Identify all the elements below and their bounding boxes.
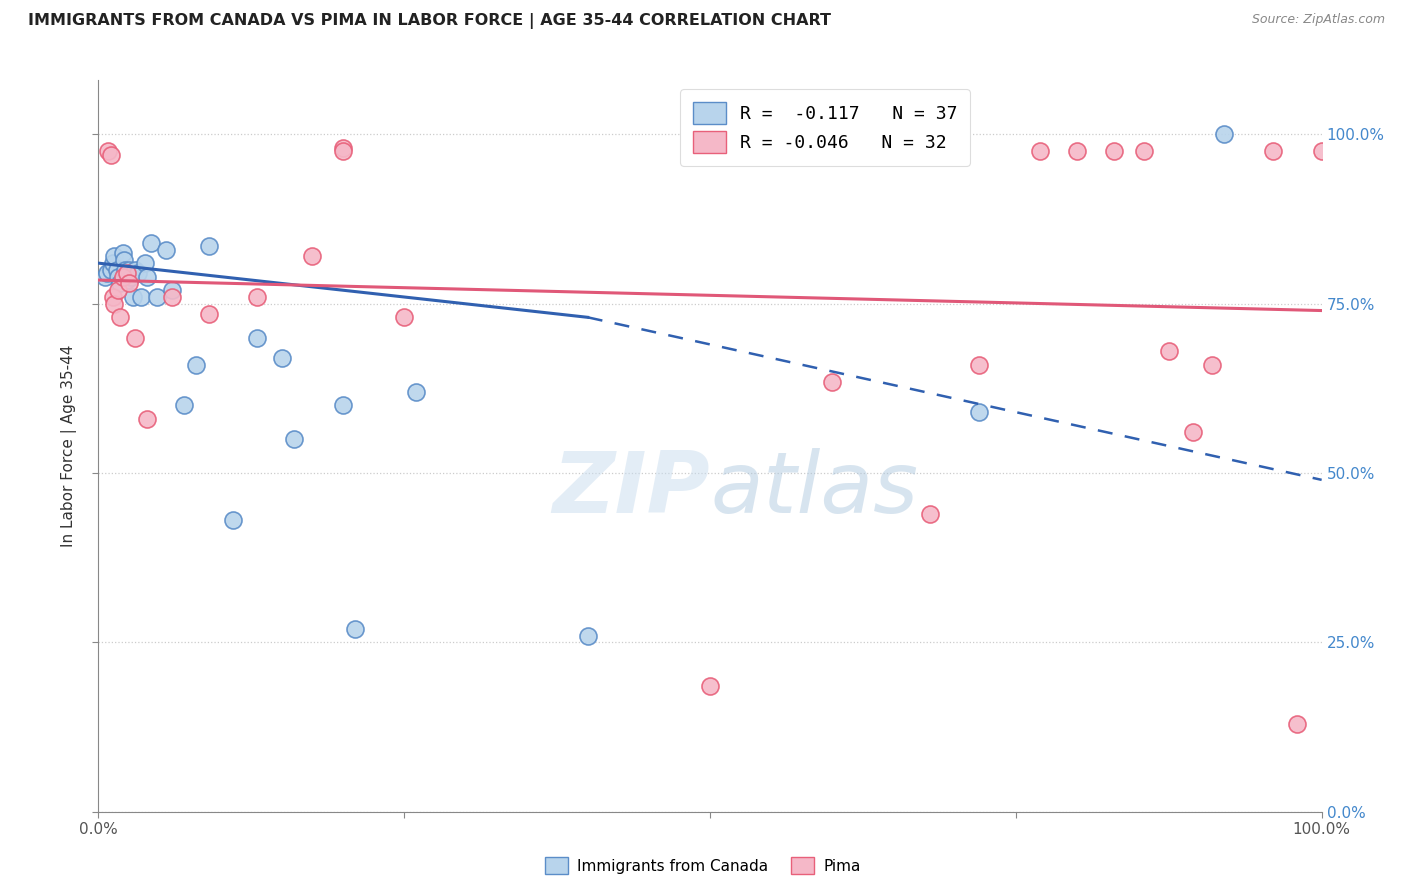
Point	[1261, 145, 1284, 159]
Point	[129, 290, 152, 304]
Point	[1182, 425, 1205, 440]
Point	[97, 145, 120, 159]
Point	[1201, 358, 1223, 372]
Point	[392, 310, 416, 325]
Point	[576, 629, 599, 643]
Point	[332, 398, 354, 412]
Point	[173, 398, 195, 412]
Point	[112, 252, 135, 267]
Point	[405, 384, 427, 399]
Point	[110, 310, 132, 325]
Point	[139, 235, 162, 250]
Point	[120, 269, 142, 284]
Point	[197, 307, 219, 321]
Point	[101, 256, 124, 270]
Point	[301, 249, 323, 263]
Point	[107, 283, 129, 297]
Point	[100, 263, 122, 277]
Point	[155, 243, 177, 257]
Point	[160, 290, 183, 304]
Point	[103, 249, 125, 263]
Point	[96, 266, 118, 280]
Point	[270, 351, 294, 365]
Point	[246, 290, 269, 304]
Text: atlas: atlas	[710, 449, 918, 532]
Legend: R =  -0.117   N = 37, R = -0.046   N = 32: R = -0.117 N = 37, R = -0.046 N = 32	[681, 89, 970, 166]
Point	[1133, 145, 1156, 159]
Point	[1310, 145, 1333, 159]
Point	[124, 263, 146, 277]
Text: Source: ZipAtlas.com: Source: ZipAtlas.com	[1251, 13, 1385, 27]
Point	[967, 358, 990, 372]
Point	[111, 269, 134, 284]
Point	[967, 405, 990, 419]
Point	[1102, 145, 1125, 159]
Point	[111, 246, 134, 260]
Point	[101, 290, 124, 304]
Point	[920, 507, 942, 521]
Point	[114, 263, 136, 277]
Point	[821, 375, 844, 389]
Point	[1066, 145, 1088, 159]
Point	[93, 269, 115, 284]
Point	[118, 263, 141, 277]
Point	[246, 331, 269, 345]
Point	[134, 256, 156, 270]
Point	[160, 283, 183, 297]
Point	[118, 277, 141, 291]
Point	[699, 680, 721, 694]
Point	[136, 269, 159, 284]
Point	[186, 358, 208, 372]
Text: ZIP: ZIP	[553, 449, 710, 532]
Point	[197, 239, 219, 253]
Point	[127, 266, 149, 280]
Point	[1157, 344, 1180, 359]
Point	[332, 145, 354, 159]
Point	[1029, 145, 1052, 159]
Point	[103, 297, 125, 311]
Point	[1286, 716, 1309, 731]
Y-axis label: In Labor Force | Age 35-44: In Labor Force | Age 35-44	[60, 345, 77, 547]
Point	[110, 277, 132, 291]
Text: IMMIGRANTS FROM CANADA VS PIMA IN LABOR FORCE | AGE 35-44 CORRELATION CHART: IMMIGRANTS FROM CANADA VS PIMA IN LABOR …	[28, 13, 831, 29]
Point	[222, 514, 245, 528]
Point	[124, 331, 146, 345]
Point	[100, 148, 122, 162]
Point	[283, 432, 305, 446]
Point	[136, 412, 159, 426]
Point	[344, 622, 367, 636]
Point	[107, 269, 129, 284]
Point	[115, 273, 138, 287]
Point	[115, 266, 138, 280]
Legend: Immigrants from Canada, Pima: Immigrants from Canada, Pima	[538, 851, 868, 880]
Point	[1212, 128, 1234, 142]
Point	[146, 290, 169, 304]
Point	[105, 263, 128, 277]
Point	[121, 290, 143, 304]
Point	[332, 141, 354, 155]
